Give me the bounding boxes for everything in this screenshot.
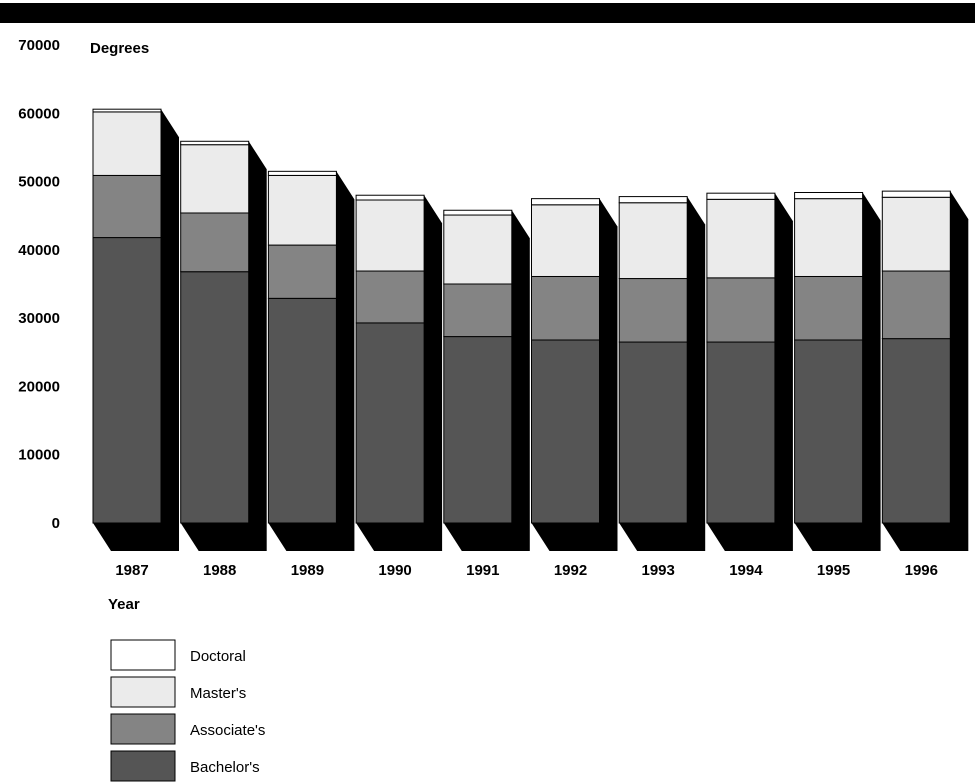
bars [92,108,969,552]
bar-segment [267,244,337,299]
bar-segment [618,202,688,280]
bar-segment [531,204,600,277]
bar-segment [618,196,688,204]
x-axis-labels: 1987 1988 1989 1990 1991 1992 1993 1994 1995 1996 [115,562,938,579]
y-tick-label: 70000 [18,37,60,54]
bar-segment [443,214,513,285]
bar-segment [794,191,864,200]
y-tick-label: 50000 [18,174,60,191]
legend-swatch [110,750,176,782]
y-tick-label: 60000 [18,105,60,122]
x-tick-label: 1989 [291,562,324,579]
x-tick-label: 1988 [203,562,236,579]
bar-segment [443,209,513,216]
legend-label: Master's [190,685,246,702]
bar-segment [881,338,951,524]
legend-swatch [110,713,176,745]
bar-segment [531,198,600,206]
bar-segment [92,108,162,113]
bar-segment [267,174,337,246]
y-tick-label: 10000 [18,447,60,464]
bar-segment [92,174,162,239]
bar-segment [92,237,162,524]
legend-swatch [110,639,176,671]
bar-segment [881,196,951,272]
x-tick-label: 1996 [905,562,938,579]
bar-segment [881,270,951,340]
x-tick-label: 1987 [115,562,148,579]
bar-segment [443,283,513,338]
bar-segment [355,194,425,201]
bar-segment [443,336,513,524]
bar-segment [180,271,250,524]
bar-segment [355,322,425,524]
x-tick-label: 1993 [642,562,675,579]
y-tick-label: 30000 [18,310,60,327]
bar-segment [180,140,250,146]
top-bar [0,3,975,23]
y-tick-label: 0 [52,515,60,532]
bar-segment [794,198,864,277]
bar-segment [706,192,776,200]
x-tick-label: 1994 [729,562,763,579]
legend-swatch [110,676,176,708]
bar-segment [706,341,776,524]
bar-segment [618,278,688,343]
bar-segment [881,190,951,198]
x-axis-title: Year [108,596,140,613]
bar-segment [618,341,688,524]
bar-segment [267,297,337,524]
y-tick-label: 40000 [18,242,60,259]
bar-segment [92,111,162,176]
bar-segment [706,277,776,343]
bar-segment [267,170,337,176]
bar-segment [794,275,864,341]
x-tick-label: 1995 [817,562,850,579]
x-tick-label: 1990 [378,562,411,579]
bar-segment [706,198,776,279]
bar-segment [180,212,250,273]
legend-label: Doctoral [190,648,246,665]
bar-segment [355,199,425,272]
bar-segment [794,339,864,524]
y-tick-label: 20000 [18,378,60,395]
legend: Doctoral Master's Associate's Bachelor's [110,639,265,782]
y-axis-ticks: 0 10000 20000 30000 40000 50000 60000 70000 [18,37,60,532]
bar-segment [355,270,425,324]
bar-segment [531,339,600,524]
bar-segment [180,144,250,214]
legend-label: Associate's [190,722,265,739]
x-tick-label: 1991 [466,562,499,579]
legend-label: Bachelor's [190,759,260,776]
bar-segment [531,275,600,341]
x-tick-label: 1992 [554,562,587,579]
y-axis-title: Degrees [90,40,149,57]
